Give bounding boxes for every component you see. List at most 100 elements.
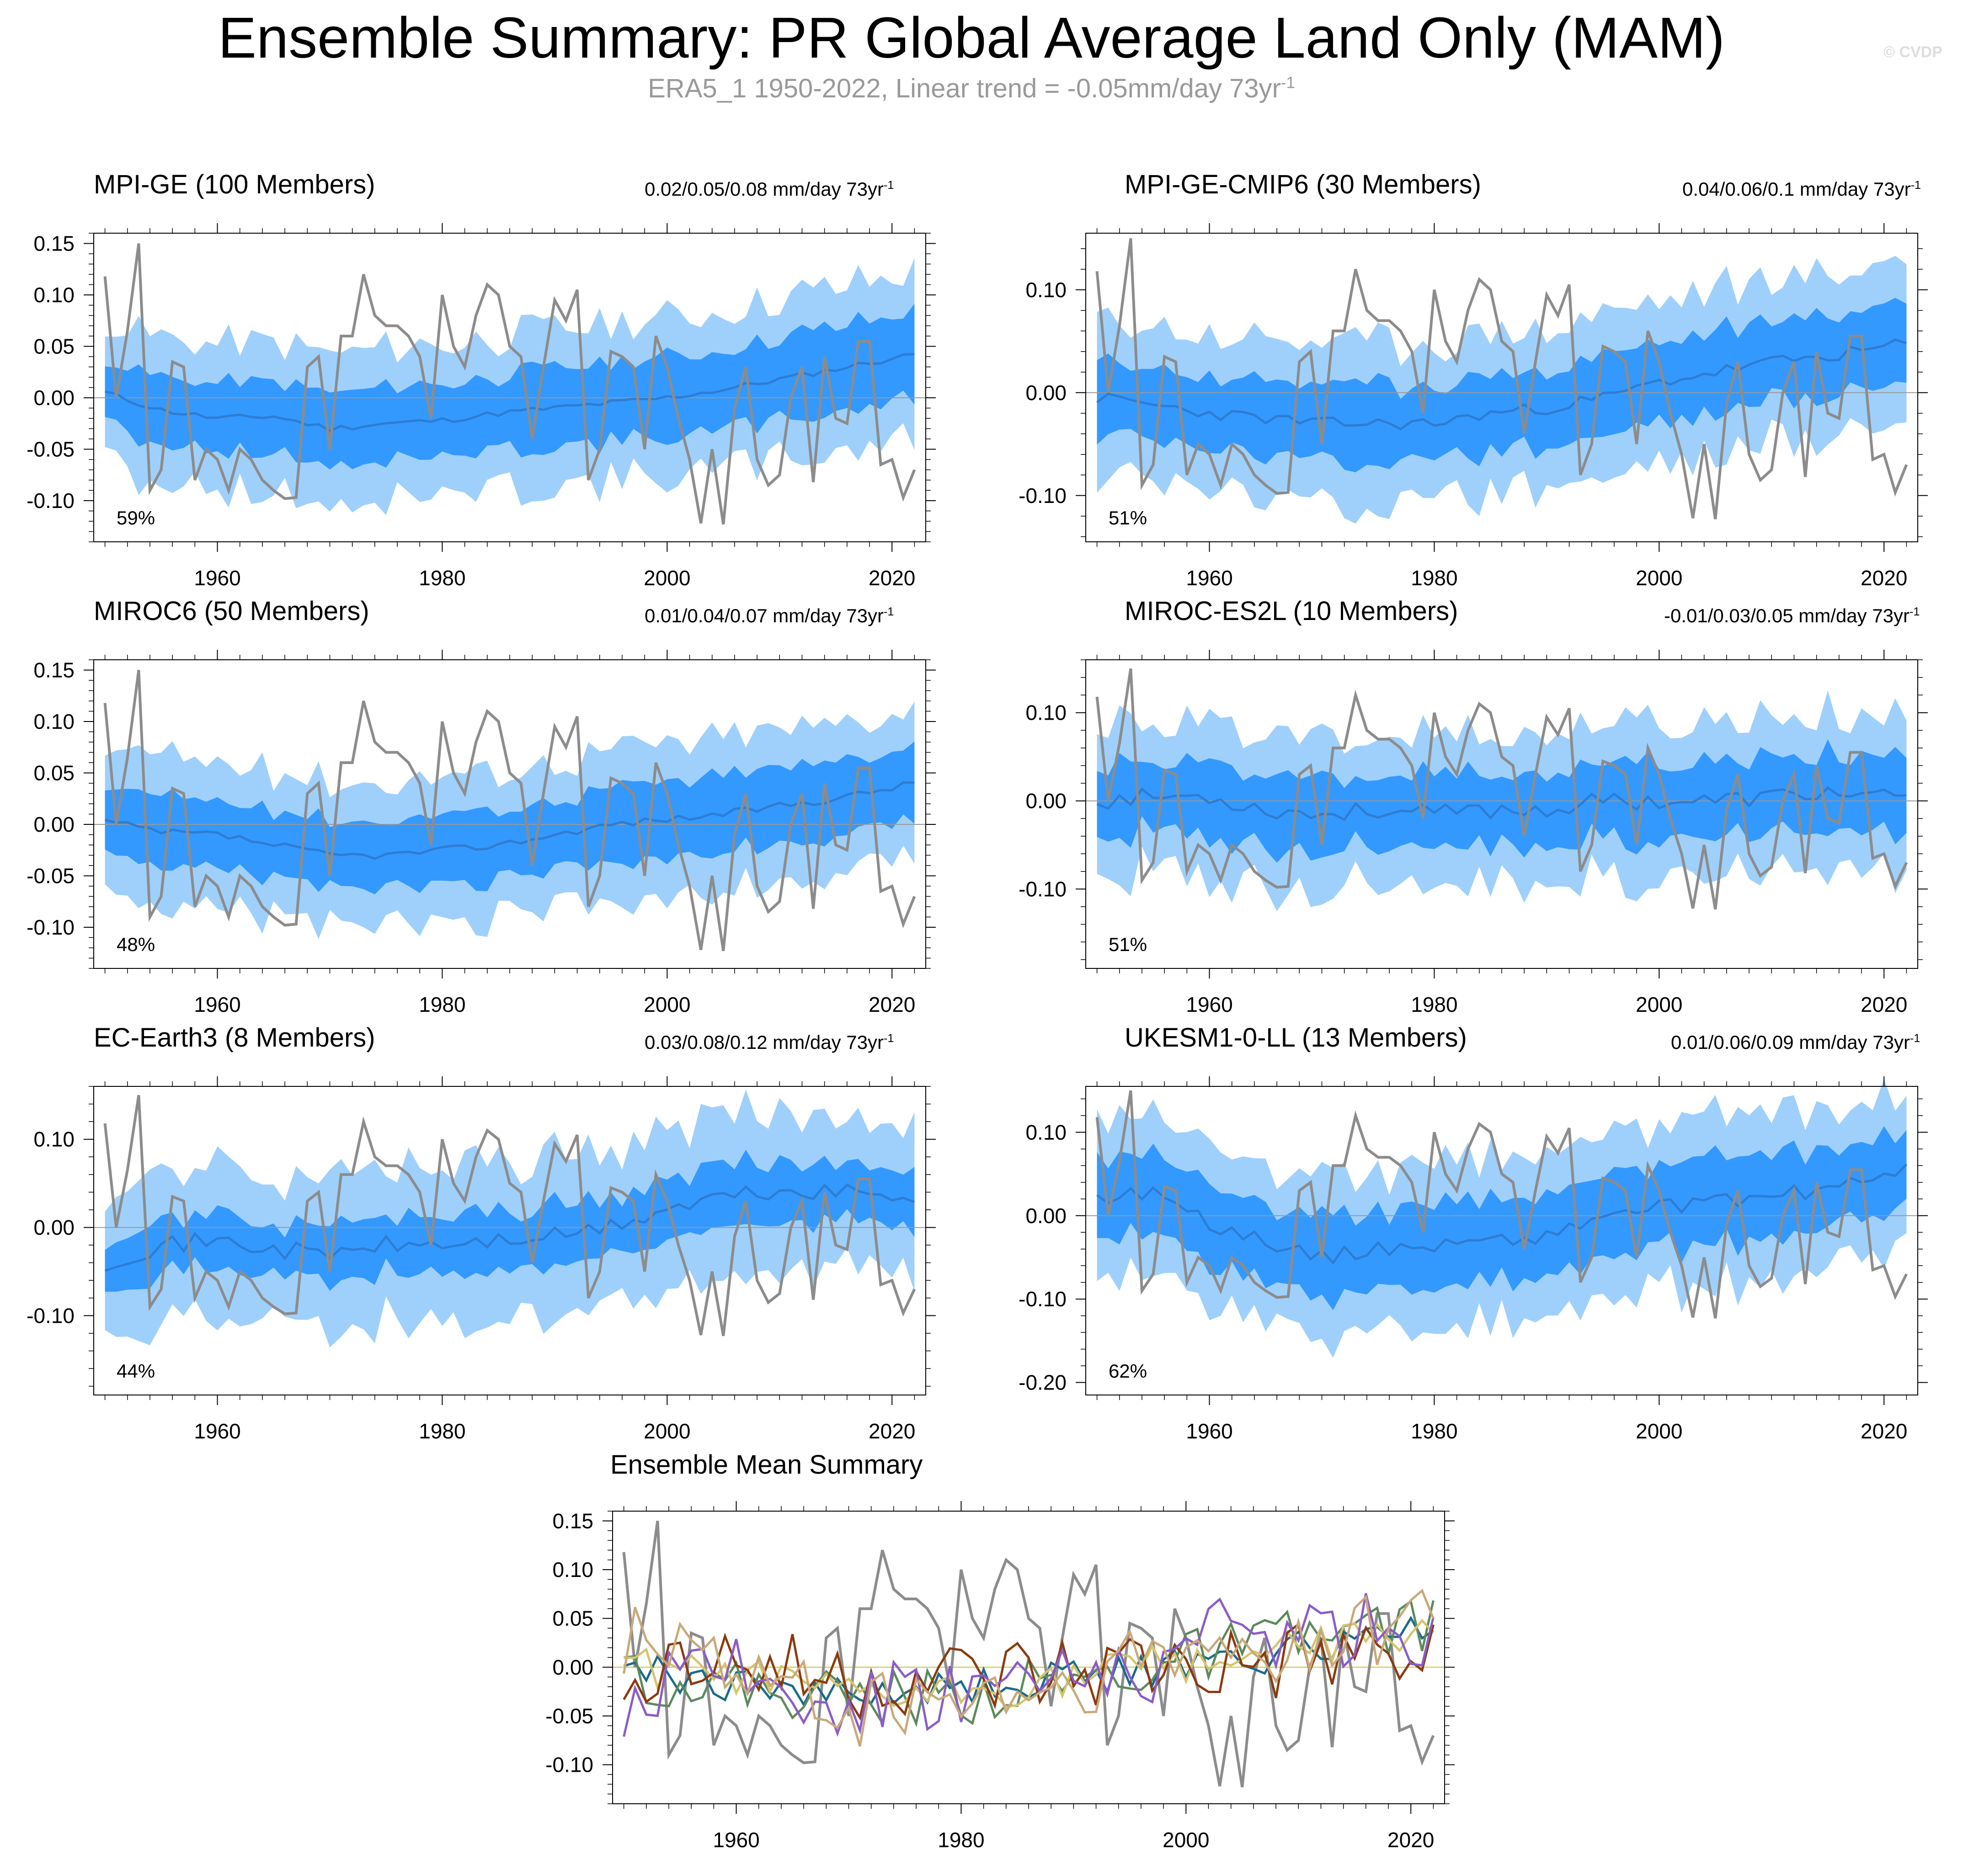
panel-title: MIROC-ES2L (10 Members) — [1125, 596, 1458, 626]
panel-trend-stat-exponent: -1 — [883, 605, 894, 618]
x-tick-label: 2000 — [1636, 566, 1682, 590]
panel-trend-stat: 0.01/0.06/0.09 mm/day 73yr-1 — [1671, 1032, 1920, 1053]
axes: 0.15 0.10 0.05 0.00 -0.05 -0.10 1960 1980 2000 20… — [27, 650, 936, 1016]
y-tick-label: 0.00 — [1025, 789, 1067, 813]
observed-line — [1095, 668, 1908, 910]
x-tick-label: 2000 — [1636, 1419, 1682, 1443]
x-tick-label: 2020 — [869, 566, 915, 590]
x-tick-label: 2020 — [869, 1419, 915, 1443]
panel-trend-stat-text: -0.01/0.03/0.05 mm/day 73yr — [1664, 605, 1910, 626]
x-tick-label: 2000 — [644, 566, 690, 590]
x-tick-label: 1980 — [419, 566, 465, 590]
y-tick-label: -0.10 — [27, 1304, 75, 1327]
x-tick-label: 1960 — [1186, 993, 1232, 1016]
panel-ec-earth3: EC-Earth3 (8 Members) 0.03/0.08/0.12 mm/… — [14, 1022, 951, 1443]
ensemble-mean-line — [105, 781, 915, 860]
y-tick-label: -0.05 — [27, 864, 75, 888]
x-tick-label: 1980 — [419, 993, 465, 1016]
ensemble-inner-range-band — [105, 741, 915, 895]
y-tick-label: 0.00 — [33, 1216, 75, 1240]
percent-rank-label: 59% — [117, 507, 155, 529]
panel-title: MIROC6 (50 Members) — [94, 596, 369, 626]
x-tick-label: 2020 — [1861, 993, 1907, 1016]
y-tick-label: 0.10 — [552, 1558, 593, 1582]
ensemble-inner-range-band — [105, 304, 915, 470]
ensemble-mean-line — [1096, 338, 1907, 431]
ensemble-inner-range-band — [105, 1149, 915, 1292]
figure-subtitle: ERA5_1 1950-2022, Linear trend = -0.05mm… — [0, 73, 1943, 104]
axes: 0.15 0.10 0.05 0.00 -0.05 -0.10 1960 1980 2000 20… — [27, 223, 936, 590]
y-tick-label: 0.15 — [552, 1509, 593, 1533]
x-tick-label: 2020 — [1387, 1828, 1434, 1852]
mean-summary-title: Ensemble Mean Summary — [610, 1450, 923, 1480]
panel-trend-stat: -0.01/0.03/0.05 mm/day 73yr-1 — [1664, 605, 1920, 627]
y-tick-label: -0.10 — [1019, 877, 1067, 901]
y-tick-label: -0.05 — [27, 438, 75, 461]
ensemble-mean-line — [104, 1183, 915, 1272]
figure-subtitle-exponent: -1 — [1280, 74, 1295, 92]
panel-trend-stat-exponent: -1 — [883, 179, 894, 192]
panel-miroc6: MIROC6 (50 Members) 0.01/0.04/0.07 mm/da… — [14, 596, 951, 1016]
x-tick-label: 2000 — [644, 1419, 690, 1443]
ensemble-mean-line — [105, 353, 915, 433]
y-tick-label: -0.10 — [1019, 1287, 1067, 1311]
x-tick-label: 1960 — [194, 993, 240, 1016]
percent-rank-label: 51% — [1109, 507, 1147, 529]
y-tick-label: 0.00 — [1025, 381, 1067, 405]
panel-trend-stat: 0.03/0.08/0.12 mm/day 73yr-1 — [645, 1032, 894, 1053]
observed-line — [103, 670, 916, 951]
panel-plot: 0.15 0.10 0.05 0.00 -0.05 -0.10 1960 1980 2000 20… — [27, 650, 936, 1016]
y-tick-label: 0.10 — [1025, 701, 1067, 725]
cvdp-watermark: © CVDP — [1883, 43, 1942, 61]
y-tick-label: 0.00 — [33, 386, 75, 410]
x-tick-label: 1980 — [1411, 993, 1457, 1016]
panel-ensemble-mean-summary: Ensemble Mean Summary 0.15 0.10 0.05 0.00 -0… — [503, 1449, 1486, 1870]
miroc6-mean-line — [624, 1619, 1435, 1708]
y-tick-label: -0.10 — [27, 915, 75, 939]
panel-trend-stat-exponent: -1 — [883, 1032, 894, 1045]
panel-mpi-ge-cmip6: MPI-GE-CMIP6 (30 Members) 0.04/0.06/0.1 … — [1006, 169, 1943, 590]
panel-mpi-ge: MPI-GE (100 Members) 0.02/0.05/0.08 mm/d… — [14, 169, 951, 590]
y-tick-label: 0.10 — [33, 1128, 75, 1151]
y-tick-label: 0.05 — [33, 335, 75, 358]
x-tick-label: 1960 — [1186, 1419, 1232, 1443]
y-tick-label: -0.10 — [27, 489, 75, 513]
panel-miroc-es2l: MIROC-ES2L (10 Members) -0.01/0.03/0.05 … — [1006, 596, 1943, 1016]
figure-subtitle-text: ERA5_1 1950-2022, Linear trend = -0.05mm… — [648, 74, 1281, 103]
axes: 0.15 0.10 0.05 0.00 -0.05 -0.10 1960 1980 2000 20… — [545, 1501, 1455, 1852]
y-tick-label: 0.10 — [33, 283, 75, 307]
panel-plot: 0.10 0.00 -0.10 1960 1980 2000 2020 51% — [1019, 650, 1928, 1016]
y-tick-label: -0.20 — [1019, 1371, 1067, 1395]
mean-summary-plot: 0.15 0.10 0.05 0.00 -0.05 -0.10 1960 1980 2000 20… — [545, 1501, 1455, 1852]
y-tick-label: 0.05 — [552, 1607, 593, 1630]
x-tick-label: 1960 — [194, 566, 240, 590]
panel-trend-stat-text: 0.02/0.05/0.08 mm/day 73yr — [645, 178, 884, 200]
y-tick-label: 0.15 — [33, 232, 75, 256]
panel-trend-stat-exponent: -1 — [1910, 179, 1921, 192]
axes: 0.10 0.00 -0.10 1960 1980 2000 2020 — [1019, 650, 1928, 1016]
panel-ukesm1-0-ll: UKESM1-0-LL (13 Members) 0.01/0.06/0.09 … — [1006, 1022, 1943, 1443]
percent-rank-label: 48% — [117, 934, 155, 955]
panel-trend-stat-text: 0.01/0.04/0.07 mm/day 73yr — [645, 605, 884, 626]
y-tick-label: 0.15 — [33, 658, 75, 682]
y-tick-label: -0.10 — [545, 1753, 593, 1777]
panel-trend-stat-exponent: -1 — [1909, 605, 1920, 618]
x-tick-label: 2000 — [1636, 993, 1682, 1016]
x-tick-label: 2020 — [1861, 1419, 1907, 1443]
x-tick-label: 1980 — [419, 1419, 465, 1443]
panel-trend-stat-exponent: -1 — [1910, 1032, 1920, 1045]
panel-trend-stat-text: 0.01/0.06/0.09 mm/day 73yr — [1671, 1032, 1910, 1053]
panel-title: MPI-GE-CMIP6 (30 Members) — [1125, 170, 1481, 199]
panel-trend-stat: 0.01/0.04/0.07 mm/day 73yr-1 — [645, 605, 894, 627]
panel-plot: 0.10 0.00 -0.10 -0.20 1960 1980 2000 2020 62% — [1019, 1076, 1928, 1443]
panel-plot: 0.10 0.00 -0.10 1960 1980 2000 2020 51% — [1019, 223, 1928, 590]
percent-rank-label: 51% — [1109, 934, 1147, 955]
observed-line — [622, 1520, 1435, 1788]
x-tick-label: 1980 — [938, 1828, 984, 1852]
panel-trend-stat-text: 0.04/0.06/0.1 mm/day 73yr — [1682, 178, 1911, 200]
panel-title: UKESM1-0-LL (13 Members) — [1125, 1023, 1467, 1053]
x-tick-label: 1960 — [194, 1419, 240, 1443]
x-tick-label: 2000 — [644, 993, 690, 1016]
ensemble-inner-range-band — [1097, 1126, 1907, 1310]
y-tick-label: 0.00 — [33, 812, 75, 836]
